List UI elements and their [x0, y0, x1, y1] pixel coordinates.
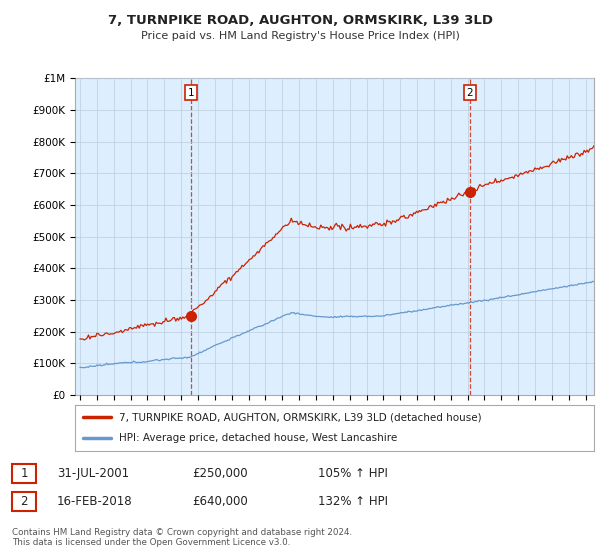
- Text: Price paid vs. HM Land Registry's House Price Index (HPI): Price paid vs. HM Land Registry's House …: [140, 31, 460, 41]
- Text: 7, TURNPIKE ROAD, AUGHTON, ORMSKIRK, L39 3LD: 7, TURNPIKE ROAD, AUGHTON, ORMSKIRK, L39…: [107, 14, 493, 27]
- Text: HPI: Average price, detached house, West Lancashire: HPI: Average price, detached house, West…: [119, 433, 397, 444]
- Text: 16-FEB-2018: 16-FEB-2018: [57, 494, 133, 508]
- Text: 2: 2: [20, 494, 28, 508]
- Text: 31-JUL-2001: 31-JUL-2001: [57, 466, 129, 480]
- Text: £250,000: £250,000: [192, 466, 248, 480]
- Text: £640,000: £640,000: [192, 494, 248, 508]
- Text: 1: 1: [20, 466, 28, 480]
- Text: 2: 2: [466, 87, 473, 97]
- Text: 7, TURNPIKE ROAD, AUGHTON, ORMSKIRK, L39 3LD (detached house): 7, TURNPIKE ROAD, AUGHTON, ORMSKIRK, L39…: [119, 412, 482, 422]
- Text: 132% ↑ HPI: 132% ↑ HPI: [318, 494, 388, 508]
- Text: Contains HM Land Registry data © Crown copyright and database right 2024.
This d: Contains HM Land Registry data © Crown c…: [12, 528, 352, 547]
- Text: 105% ↑ HPI: 105% ↑ HPI: [318, 466, 388, 480]
- Text: 1: 1: [188, 87, 194, 97]
